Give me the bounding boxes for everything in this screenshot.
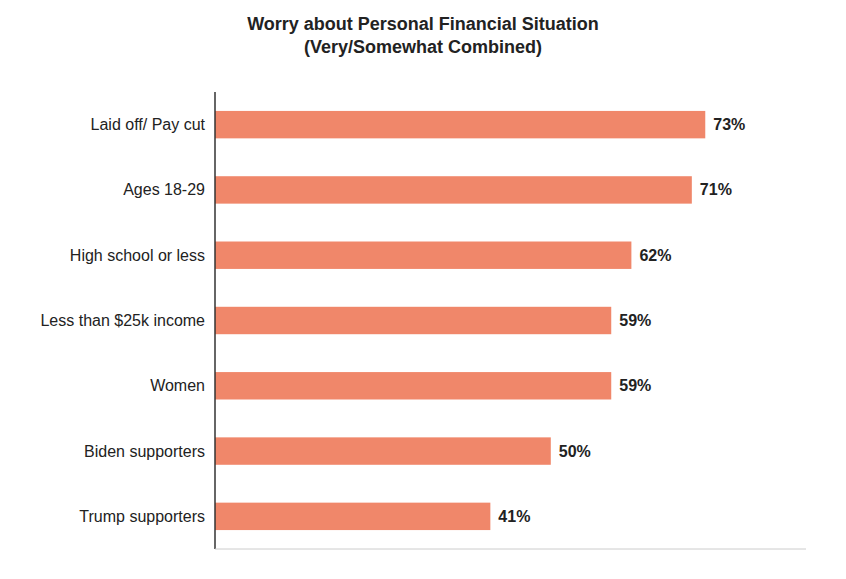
category-label: Women xyxy=(150,377,205,394)
chart-container: Worry about Personal Financial Situation… xyxy=(0,0,846,579)
category-label: Biden supporters xyxy=(84,443,205,460)
data-label: 50% xyxy=(559,443,591,460)
data-label: 71% xyxy=(700,181,732,198)
category-label: Less than $25k income xyxy=(40,312,205,329)
bar xyxy=(215,437,551,464)
category-label: Ages 18-29 xyxy=(123,181,205,198)
data-label: 59% xyxy=(619,377,651,394)
bar xyxy=(215,307,611,334)
chart: Worry about Personal Financial Situation… xyxy=(0,0,846,579)
x-axis-line xyxy=(215,549,806,550)
title: Worry about Personal Financial Situation… xyxy=(247,14,599,57)
category-label: Trump supporters xyxy=(79,508,205,525)
bar xyxy=(215,503,490,530)
bar xyxy=(215,111,705,138)
data-label: 73% xyxy=(713,116,745,133)
category-label: Laid off/ Pay cut xyxy=(91,116,206,133)
data-label: 62% xyxy=(639,247,671,264)
y-axis-line xyxy=(214,92,216,549)
bars xyxy=(215,111,705,530)
bar xyxy=(215,372,611,399)
bar xyxy=(215,242,631,269)
data-label: 41% xyxy=(498,508,530,525)
category-label: High school or less xyxy=(70,247,205,264)
bar xyxy=(215,176,692,203)
data-label: 59% xyxy=(619,312,651,329)
